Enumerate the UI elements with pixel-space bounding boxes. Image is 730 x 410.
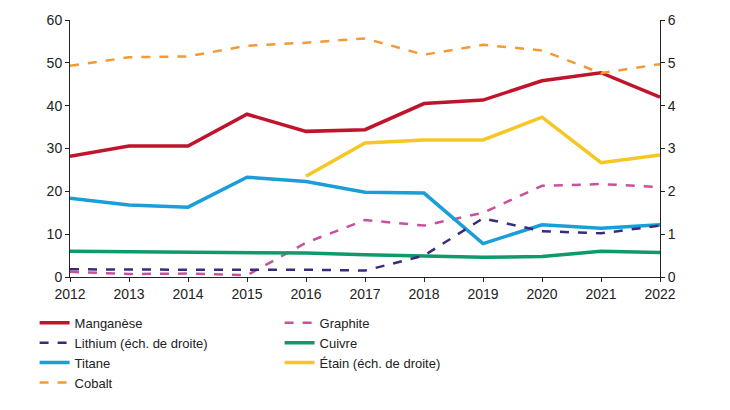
svg-text:40: 40 [47, 98, 63, 114]
svg-text:2013: 2013 [113, 286, 144, 302]
svg-text:2022: 2022 [644, 286, 675, 302]
svg-text:Étain (éch. de droite): Étain (éch. de droite) [320, 356, 441, 371]
svg-text:10: 10 [47, 226, 63, 242]
svg-text:50: 50 [47, 55, 63, 71]
svg-text:0: 0 [54, 269, 62, 285]
svg-text:2: 2 [668, 183, 676, 199]
svg-text:2015: 2015 [231, 286, 262, 302]
svg-text:Lithium (éch. de droite): Lithium (éch. de droite) [75, 336, 208, 351]
svg-text:Cobalt: Cobalt [75, 376, 113, 391]
svg-text:4: 4 [668, 98, 676, 114]
svg-text:3: 3 [668, 140, 676, 156]
svg-text:Cuivre: Cuivre [320, 336, 358, 351]
svg-text:1: 1 [668, 226, 676, 242]
svg-text:2019: 2019 [467, 286, 498, 302]
svg-text:Graphite: Graphite [320, 316, 370, 331]
svg-text:2020: 2020 [526, 286, 557, 302]
svg-text:2012: 2012 [54, 286, 85, 302]
svg-text:2017: 2017 [349, 286, 380, 302]
svg-text:0: 0 [668, 269, 676, 285]
svg-text:20: 20 [47, 183, 63, 199]
svg-text:Titane: Titane [75, 356, 111, 371]
svg-text:30: 30 [47, 140, 63, 156]
svg-text:60: 60 [47, 12, 63, 28]
svg-text:2021: 2021 [585, 286, 616, 302]
svg-text:6: 6 [668, 12, 676, 28]
svg-text:5: 5 [668, 55, 676, 71]
svg-text:Manganèse: Manganèse [75, 316, 143, 331]
svg-text:2014: 2014 [172, 286, 203, 302]
svg-text:2016: 2016 [290, 286, 321, 302]
svg-text:2018: 2018 [408, 286, 439, 302]
